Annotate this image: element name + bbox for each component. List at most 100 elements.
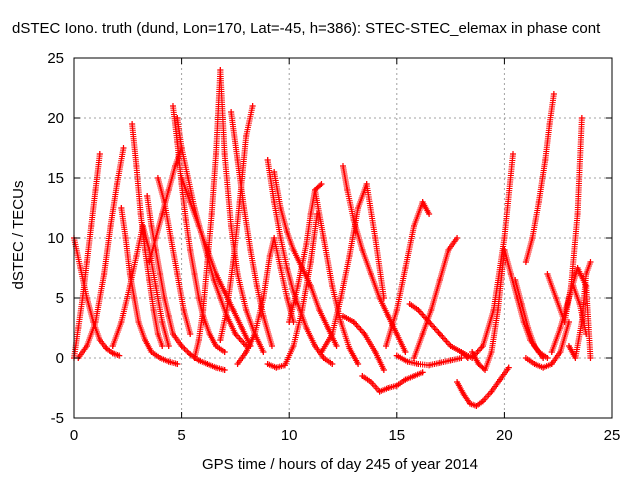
x-axis-ticks: 0 5 10 15 20 25 <box>70 58 621 444</box>
data-point <box>180 307 187 313</box>
data-point <box>454 235 461 241</box>
data-point <box>518 301 525 307</box>
data-point <box>187 351 194 358</box>
data-point <box>152 283 159 289</box>
data-point <box>340 313 346 319</box>
data-point <box>404 358 411 365</box>
data-point <box>137 211 144 217</box>
data-point <box>75 325 82 331</box>
data-point <box>320 355 327 361</box>
series-sat-y <box>359 369 426 395</box>
data-point <box>241 205 248 211</box>
x-tick-label: 25 <box>604 427 621 444</box>
data-point <box>174 271 181 277</box>
data-point <box>195 295 202 301</box>
data-point <box>178 145 185 151</box>
data-point <box>299 307 306 313</box>
data-point <box>144 193 151 199</box>
x-tick-label: 5 <box>177 427 185 444</box>
data-point <box>159 343 166 349</box>
y-tick-label: -5 <box>51 410 64 427</box>
data-point <box>217 337 224 343</box>
data-point <box>271 169 278 175</box>
data-point <box>361 331 368 337</box>
data-point <box>161 295 168 301</box>
data-point <box>253 283 260 289</box>
series-sat-z <box>383 199 433 349</box>
series-sat-ad <box>454 364 512 409</box>
series-sat-d <box>118 205 181 367</box>
data-point <box>146 277 153 283</box>
data-point <box>542 157 549 163</box>
data-point <box>303 325 310 331</box>
data-point <box>574 211 581 217</box>
data-point <box>234 361 241 367</box>
data-point <box>217 295 224 301</box>
data-point <box>210 277 217 283</box>
data-point <box>206 331 213 337</box>
data-point <box>320 235 327 241</box>
series-sat-i <box>154 175 194 337</box>
data-point <box>122 235 129 241</box>
data-point <box>213 271 220 277</box>
data-point <box>109 343 116 349</box>
data-point <box>238 325 245 331</box>
data-point <box>531 343 538 349</box>
data-point <box>131 295 138 301</box>
data-point <box>290 343 297 349</box>
data-point <box>411 223 418 229</box>
data-point <box>329 331 336 337</box>
data-point <box>458 355 465 361</box>
data-point <box>572 355 579 361</box>
data-point <box>505 364 512 371</box>
data-point <box>133 253 140 259</box>
data-point <box>249 103 256 109</box>
data-point <box>247 247 254 253</box>
data-point <box>165 313 172 319</box>
data-point <box>221 349 228 355</box>
x-tick-label: 0 <box>70 427 78 444</box>
data-point <box>337 295 344 301</box>
data-point <box>344 187 351 193</box>
data-point <box>419 199 426 205</box>
data-point <box>411 373 418 379</box>
data-point <box>510 151 517 157</box>
data-point <box>340 163 346 169</box>
data-point <box>557 349 564 355</box>
data-point <box>208 211 215 217</box>
data-point <box>152 235 159 241</box>
data-point <box>307 259 314 265</box>
data-point <box>230 259 237 265</box>
data-point <box>159 319 166 325</box>
data-point <box>355 205 362 211</box>
data-point <box>557 325 564 331</box>
series-sat-o <box>228 109 275 349</box>
series-sat-t <box>286 181 325 325</box>
data-point <box>191 355 198 361</box>
data-point <box>367 379 374 385</box>
series-sat-al <box>548 265 594 361</box>
data-point <box>583 283 590 289</box>
data-point <box>497 376 504 383</box>
data-point <box>350 319 357 325</box>
data-point <box>213 343 220 349</box>
data-point <box>228 223 235 229</box>
data-point <box>501 235 508 241</box>
data-point <box>494 307 501 313</box>
data-point <box>359 247 366 253</box>
data-point <box>114 181 121 187</box>
data-point <box>436 331 443 337</box>
data-point <box>393 382 400 389</box>
data-point <box>372 349 379 355</box>
series-sat-ah <box>512 277 547 361</box>
data-point <box>548 349 555 355</box>
data-point <box>260 313 267 319</box>
series-sat-ac <box>411 235 461 361</box>
data-point <box>204 247 211 253</box>
data-point <box>228 109 235 115</box>
data-point <box>165 358 172 365</box>
data-point <box>277 205 284 211</box>
series-sat-w <box>340 163 409 355</box>
data-point <box>445 247 452 253</box>
